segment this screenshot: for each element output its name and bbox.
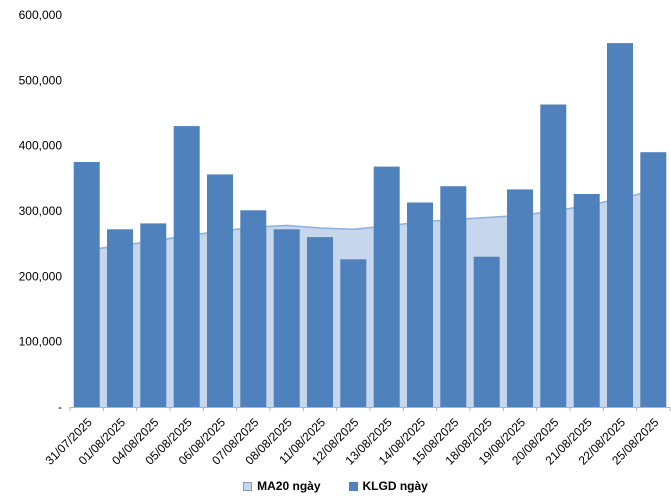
chart-svg: - 100,000 200,000 300,000 400,000 500,000 600,… bbox=[19, 8, 671, 468]
bar-12/08/2025 bbox=[340, 259, 367, 407]
bar-01/08/2025 bbox=[107, 229, 133, 407]
bar-19/08/2025 bbox=[507, 189, 533, 407]
y-axis-label: 600,000 bbox=[19, 8, 63, 22]
bar-05/08/2025 bbox=[173, 126, 200, 407]
legend-item-klgd: KLGD ngày bbox=[348, 479, 428, 493]
legend-label-klgd: KLGD ngày bbox=[362, 479, 428, 493]
y-axis-label: 300,000 bbox=[19, 204, 63, 218]
bar-14/08/2025 bbox=[407, 202, 433, 407]
bar-13/08/2025 bbox=[373, 166, 400, 407]
bar-21/08/2025 bbox=[573, 194, 600, 407]
bar-07/08/2025 bbox=[240, 210, 267, 407]
y-axis-label: 100,000 bbox=[19, 335, 63, 349]
bar-20/08/2025 bbox=[540, 104, 567, 407]
bar-22/08/2025 bbox=[607, 43, 633, 407]
y-axis-label: 200,000 bbox=[19, 269, 63, 283]
y-axis-label: - bbox=[58, 400, 62, 414]
bar-06/08/2025 bbox=[207, 174, 233, 407]
bar-08/08/2025 bbox=[273, 229, 300, 407]
volume-chart: - 100,000 200,000 300,000 400,000 500,000 600,… bbox=[19, 8, 671, 468]
bar-18/08/2025 bbox=[473, 256, 500, 407]
bar-11/08/2025 bbox=[307, 237, 333, 407]
bar-15/08/2025 bbox=[440, 186, 467, 407]
chart-legend: MA20 ngày KLGD ngày bbox=[0, 479, 671, 493]
bar-25/08/2025 bbox=[640, 152, 667, 407]
ma20-area bbox=[86, 190, 654, 407]
ma20-swatch-icon bbox=[243, 481, 253, 491]
legend-item-ma20: MA20 ngày bbox=[243, 479, 321, 493]
bar-31/07/2025 bbox=[73, 162, 100, 407]
y-axis-label: 500,000 bbox=[19, 73, 63, 87]
y-axis-label: 400,000 bbox=[19, 139, 63, 153]
legend-label-ma20: MA20 ngày bbox=[257, 479, 321, 493]
bar-04/08/2025 bbox=[140, 223, 167, 407]
klgd-swatch-icon bbox=[348, 481, 358, 491]
